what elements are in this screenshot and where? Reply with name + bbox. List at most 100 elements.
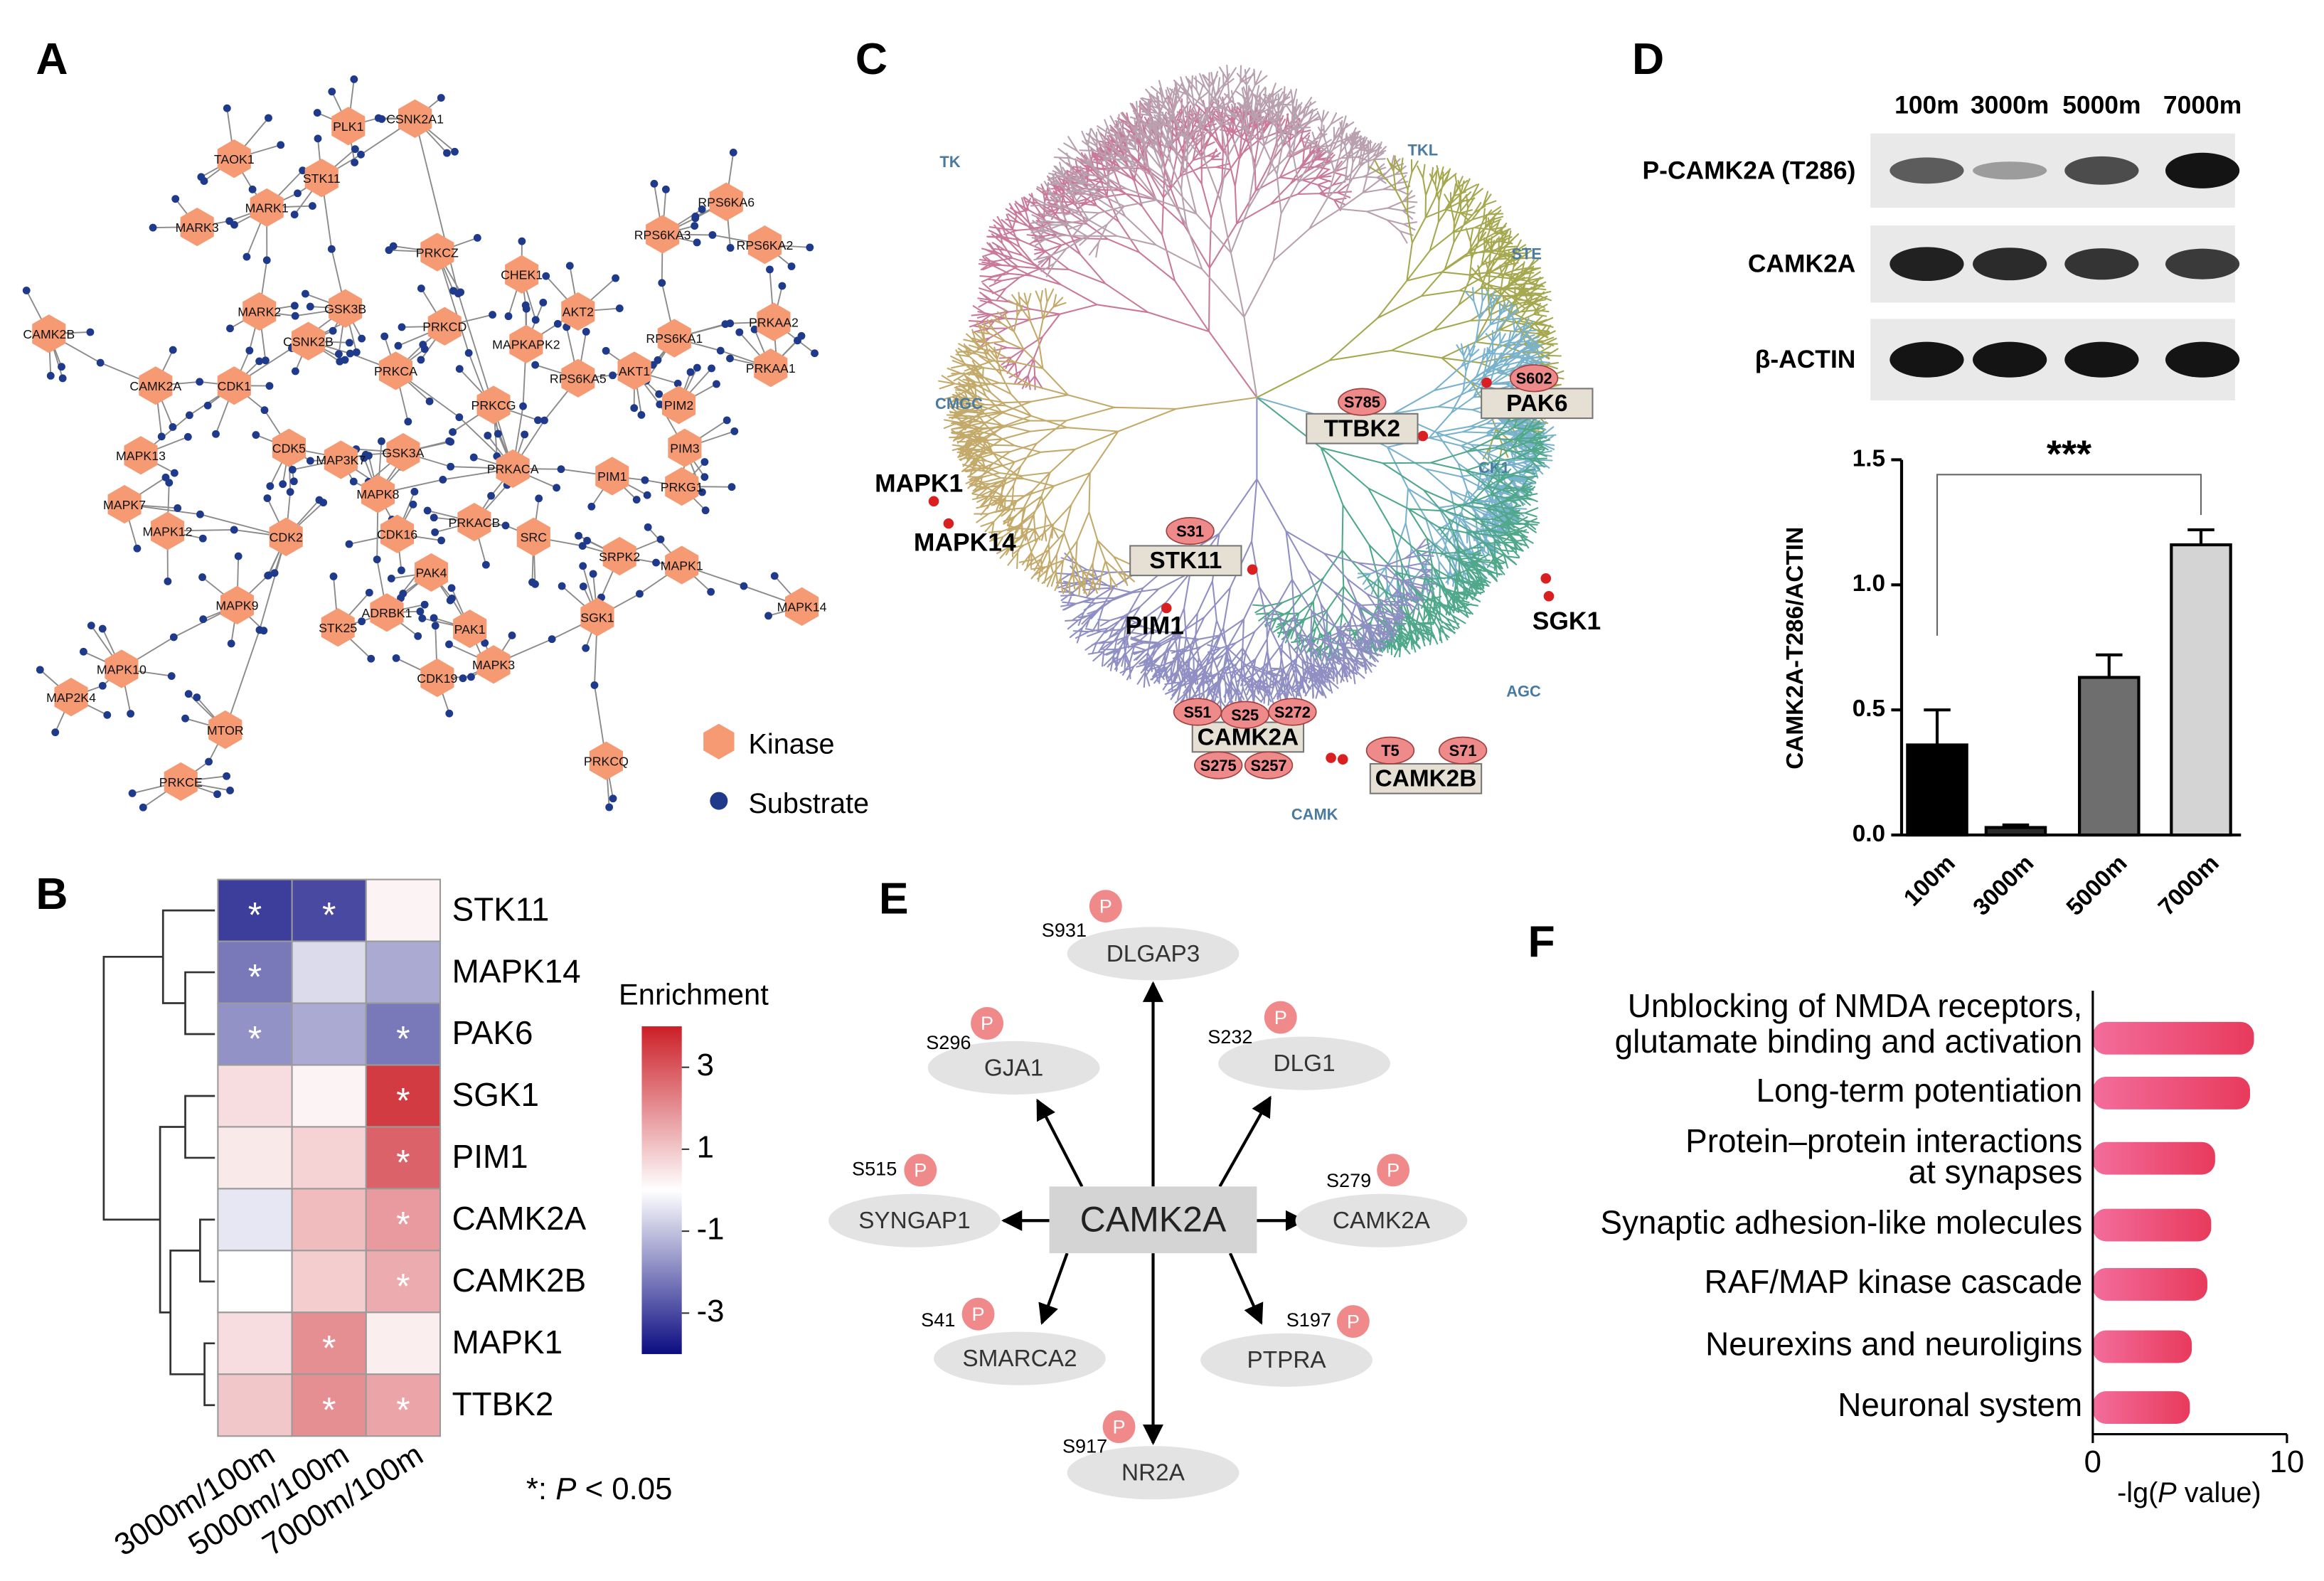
kinase-node xyxy=(476,385,511,425)
substrate-node xyxy=(417,356,425,364)
kinase-label: CAMK2B xyxy=(23,327,75,341)
kinase-name: MAPK14 xyxy=(914,528,1016,557)
kinase-node xyxy=(370,593,404,632)
kinase-node xyxy=(509,324,543,363)
lane-label: 100m xyxy=(1894,90,1959,119)
substrate-node xyxy=(764,612,772,620)
phospho-label: P xyxy=(1099,895,1112,917)
substrate-node xyxy=(46,371,55,380)
kinase-label: SRC xyxy=(521,531,548,545)
heatmap-cell xyxy=(217,1311,293,1375)
substrate-node xyxy=(198,534,207,543)
substrate-node xyxy=(430,513,438,522)
heatmap-cell xyxy=(217,1126,293,1190)
x-tick-label: 3000m xyxy=(1968,850,2040,921)
blot-band xyxy=(1889,341,1964,378)
heatmap-cell xyxy=(365,1311,442,1375)
row-label: STK11 xyxy=(452,890,550,927)
substrate-node xyxy=(385,246,393,255)
kinase-name: SGK1 xyxy=(1533,607,1601,635)
substrate-node xyxy=(473,234,481,242)
kinase-label: MAPK10 xyxy=(97,662,146,676)
substrate-node xyxy=(423,506,432,515)
kinase-node xyxy=(747,225,782,265)
kinase-group-label: CAMK xyxy=(1291,806,1338,824)
substrate-node xyxy=(636,590,644,598)
substrate-node xyxy=(467,673,475,681)
x-tick-label: 7000m xyxy=(2153,850,2224,921)
kinase-marker xyxy=(943,518,954,529)
kinase-label: MARK3 xyxy=(176,220,219,235)
kinase-label: AKT2 xyxy=(563,305,594,319)
kinase-marker xyxy=(928,496,939,507)
substrate-node xyxy=(96,358,105,367)
substrate-node xyxy=(398,323,406,331)
substrate-node xyxy=(51,728,60,737)
kinase-label: MAPK12 xyxy=(143,524,193,538)
blot-band xyxy=(1973,161,2047,180)
kinase-node xyxy=(580,597,614,637)
substrate-node xyxy=(329,573,338,580)
target-label: DLG1 xyxy=(1274,1050,1336,1077)
substrate-node xyxy=(430,614,438,622)
substrate-node xyxy=(716,346,725,355)
x-tick-label: 100m xyxy=(1899,850,1960,911)
site-label: S257 xyxy=(1251,757,1287,774)
substrate-node xyxy=(358,334,366,343)
site-label: S25 xyxy=(1231,706,1259,724)
kinase-label: PIM1 xyxy=(597,469,627,484)
substrate-node xyxy=(487,491,495,500)
substrate-node xyxy=(455,365,464,373)
kinase-marker xyxy=(1543,591,1555,602)
kinase-node xyxy=(54,678,88,717)
heatmap-cell xyxy=(291,1311,367,1375)
phospho-badge xyxy=(1264,1001,1297,1034)
substrate-node xyxy=(245,346,254,355)
substrate-node xyxy=(609,794,617,803)
center-label: CAMK2A xyxy=(1080,1200,1227,1240)
substrate-node xyxy=(708,230,717,239)
kinase-marker xyxy=(1540,573,1552,584)
kinase-marker xyxy=(1326,752,1336,763)
substrate-node xyxy=(615,304,624,313)
kinase-label: RPS6KA1 xyxy=(646,331,703,346)
blot-band xyxy=(2165,341,2240,378)
substrate-node xyxy=(265,114,272,122)
legend-substrate-icon xyxy=(710,792,728,810)
heatmap-cell xyxy=(217,1250,293,1314)
substrate-node xyxy=(539,298,548,307)
category-label: Unblocking of NMDA receptors, xyxy=(1628,987,2083,1024)
phospho-label: P xyxy=(972,1303,985,1325)
kinase-label: CHEK1 xyxy=(501,268,543,282)
substrate-node xyxy=(398,566,405,575)
category-label: Neuronal system xyxy=(1838,1386,2082,1423)
kinase-node xyxy=(561,358,595,398)
blot-band xyxy=(2064,156,2139,185)
substrate-node xyxy=(437,536,446,545)
bar xyxy=(2092,1208,2212,1242)
substrate-node xyxy=(464,348,473,357)
site-badge xyxy=(1338,388,1387,416)
significance-star: * xyxy=(396,1019,410,1059)
site-label: S197 xyxy=(1286,1309,1331,1331)
significance-star: * xyxy=(396,1205,410,1245)
heatmap-cell xyxy=(365,940,442,1004)
network-edge xyxy=(594,617,607,761)
x-tick-label: 10 xyxy=(2270,1444,2305,1479)
substrate-node xyxy=(183,432,192,441)
kinase-node xyxy=(331,107,366,146)
substrate-node xyxy=(740,582,748,590)
kinase-label: CSNK2B xyxy=(283,334,334,348)
legend-label: Substrate xyxy=(749,788,869,819)
kinase-group-label: TK xyxy=(939,153,960,171)
target-node xyxy=(1067,927,1240,981)
bar xyxy=(2092,1330,2192,1363)
kinase-label: PRKACA xyxy=(487,462,539,477)
kinase-node xyxy=(291,321,326,361)
kinase-node xyxy=(105,649,139,688)
row-label: MAPK14 xyxy=(452,952,581,989)
substrate-node xyxy=(501,521,510,530)
substrate-node xyxy=(58,363,65,371)
kinase-node xyxy=(217,366,251,405)
